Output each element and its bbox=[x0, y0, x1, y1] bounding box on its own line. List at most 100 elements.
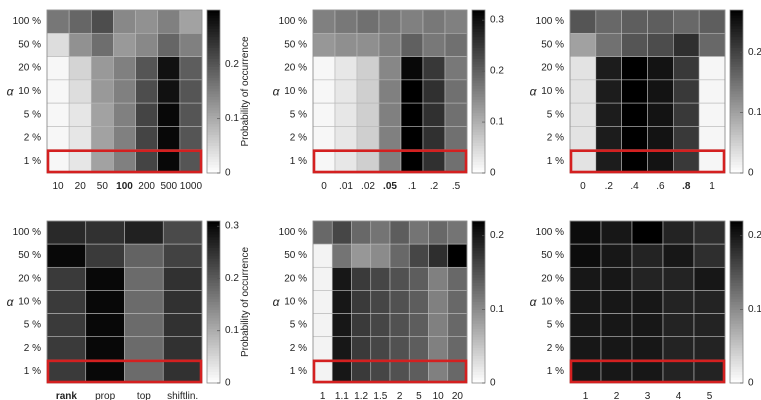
colorbar-segment bbox=[207, 356, 220, 360]
heatmap-cell bbox=[647, 32, 674, 57]
colorbar-segment bbox=[472, 26, 485, 30]
colorbar-segment bbox=[207, 248, 220, 252]
heatmap-cell bbox=[662, 359, 695, 384]
row-label: 10 % bbox=[541, 86, 564, 97]
column-label: .2 bbox=[430, 181, 439, 192]
heatmap-cell bbox=[157, 79, 181, 104]
row-label: 50 % bbox=[541, 39, 564, 50]
column-label: .01 bbox=[339, 181, 353, 192]
heatmap-cell bbox=[334, 149, 358, 174]
colorbar-segment bbox=[472, 345, 485, 349]
colorbar-segment bbox=[730, 132, 743, 136]
colorbar-segment bbox=[207, 280, 220, 284]
heatmap-cell bbox=[331, 290, 352, 314]
colorbar-tick-label: 0.3 bbox=[225, 221, 239, 232]
colorbar-segment bbox=[730, 264, 743, 268]
heatmap-cell bbox=[370, 220, 391, 245]
heatmap-cell bbox=[389, 290, 410, 314]
colorbar-segment bbox=[730, 113, 743, 117]
colorbar-tick-label: 0.2 bbox=[490, 66, 504, 77]
colorbar-segment bbox=[207, 153, 220, 158]
heatmap-cell bbox=[90, 79, 114, 104]
colorbar-segment bbox=[730, 156, 743, 160]
colorbar-segment bbox=[207, 113, 220, 117]
heatmap-cell bbox=[621, 32, 648, 57]
column-label: 1000 bbox=[180, 181, 203, 192]
colorbar-segment bbox=[730, 80, 743, 84]
heatmap-cell bbox=[46, 290, 87, 314]
colorbar-segment bbox=[472, 121, 485, 125]
colorbar-segment bbox=[207, 39, 220, 43]
heatmap-cell bbox=[46, 266, 87, 291]
colorbar-segment bbox=[207, 229, 220, 233]
colorbar-segment bbox=[730, 231, 743, 235]
heatmap-cell bbox=[662, 266, 695, 291]
colorbar-segment bbox=[730, 275, 743, 279]
heatmap-cell bbox=[331, 220, 352, 245]
heatmap-cell bbox=[408, 290, 429, 314]
colorbar-segment bbox=[207, 299, 220, 303]
colorbar-segment bbox=[730, 356, 743, 360]
colorbar-tick-label: 0.1 bbox=[225, 113, 239, 124]
colorbar-segment bbox=[207, 45, 220, 49]
heatmap-cell bbox=[68, 56, 92, 81]
colorbar-frame bbox=[206, 9, 221, 174]
heatmap-cell bbox=[113, 56, 136, 81]
colorbar-segment bbox=[730, 358, 743, 362]
row-label: 20 % bbox=[541, 273, 564, 284]
colorbar-segment bbox=[207, 145, 220, 149]
colorbar-segment bbox=[730, 50, 743, 54]
heatmap-cell bbox=[378, 56, 402, 81]
row-label: 20 % bbox=[284, 63, 307, 74]
column-label: .2 bbox=[605, 181, 614, 192]
column-label: 1 bbox=[583, 391, 589, 400]
y-axis-label: α bbox=[7, 295, 15, 309]
heatmap-cell bbox=[334, 102, 358, 127]
row-label: 2 % bbox=[547, 343, 564, 354]
colorbar-frame bbox=[729, 220, 744, 384]
column-label: 10 bbox=[53, 181, 65, 192]
row-label: 50 % bbox=[18, 39, 41, 50]
colorbar-segment bbox=[472, 248, 485, 252]
colorbar-tick-label: 0.3 bbox=[490, 15, 504, 26]
heatmap-cell bbox=[693, 220, 726, 245]
colorbar-segment bbox=[472, 107, 485, 111]
heatmap-cell bbox=[46, 243, 87, 268]
colorbar-segment bbox=[207, 42, 220, 46]
heatmap-cell bbox=[569, 313, 602, 338]
heatmap-cell bbox=[408, 243, 429, 268]
colorbar-segment bbox=[472, 369, 485, 373]
heatmap-cell bbox=[68, 126, 92, 151]
column-label: .1 bbox=[408, 181, 417, 192]
colorbar-segment bbox=[730, 272, 743, 276]
colorbar-segment bbox=[207, 129, 220, 133]
heatmap-cell bbox=[389, 220, 410, 245]
colorbar-segment bbox=[472, 285, 485, 289]
colorbar-tick-label: 0 bbox=[225, 168, 231, 179]
heatmap-cell bbox=[631, 220, 664, 245]
colorbar-segment bbox=[730, 102, 743, 106]
colorbar-segment bbox=[730, 118, 743, 122]
colorbar-segment bbox=[472, 299, 485, 303]
colorbar-segment bbox=[472, 48, 485, 52]
highlight-row-box bbox=[569, 359, 726, 384]
heatmap-cell bbox=[46, 359, 87, 384]
row-label: 1 % bbox=[547, 156, 564, 167]
colorbar-segment bbox=[207, 234, 220, 238]
heatmap-cell bbox=[124, 243, 164, 268]
heatmap-cell bbox=[569, 220, 602, 245]
colorbar-segment bbox=[730, 153, 743, 158]
colorbar-segment bbox=[207, 291, 220, 295]
heatmap-cell bbox=[647, 102, 674, 127]
column-label: top bbox=[137, 391, 151, 400]
colorbar-segment bbox=[472, 156, 485, 160]
colorbar-segment bbox=[472, 266, 485, 270]
colorbar-segment bbox=[472, 231, 485, 235]
heatmap-cell bbox=[422, 56, 446, 81]
heatmap-cell bbox=[621, 79, 648, 104]
heatmap-cell bbox=[46, 126, 70, 151]
heatmap-cell bbox=[85, 336, 125, 361]
colorbar-segment bbox=[207, 320, 220, 324]
heatmap-cell bbox=[673, 32, 700, 57]
row-label: 2 % bbox=[547, 133, 564, 144]
